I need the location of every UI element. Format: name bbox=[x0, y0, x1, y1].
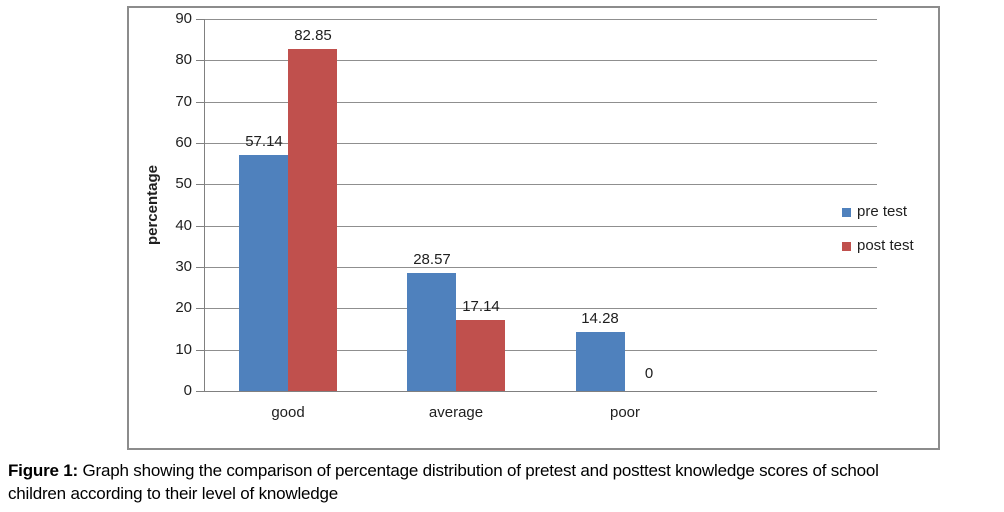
y-axis-tick bbox=[196, 226, 204, 227]
gridline bbox=[205, 184, 877, 185]
y-tick-label: 10 bbox=[175, 341, 192, 358]
y-tick-label: 80 bbox=[175, 51, 192, 68]
y-axis-title: percentage bbox=[144, 164, 161, 246]
figure-caption: Figure 1: Graph showing the comparison o… bbox=[8, 459, 1000, 505]
y-tick-label: 50 bbox=[175, 175, 192, 192]
bar-pre-test-average bbox=[407, 273, 456, 391]
legend-swatch-pre-test bbox=[842, 208, 851, 217]
gridline bbox=[205, 350, 877, 351]
data-label-pre-test-poor: 14.28 bbox=[581, 310, 619, 327]
x-category-label-average: average bbox=[428, 404, 484, 421]
legend-label-post-test: post test bbox=[857, 237, 914, 254]
data-label-post-test-good: 82.85 bbox=[294, 27, 332, 44]
y-axis-tick bbox=[196, 308, 204, 309]
gridline bbox=[205, 19, 877, 20]
gridline bbox=[205, 267, 877, 268]
x-category-label-good: good bbox=[271, 404, 305, 421]
caption-text: Figure 1: Graph showing the comparison o… bbox=[8, 459, 1000, 505]
y-axis-tick bbox=[196, 19, 204, 20]
gridline bbox=[205, 308, 877, 309]
x-category-label-poor: poor bbox=[609, 404, 641, 421]
y-axis-tick bbox=[196, 350, 204, 351]
y-tick-label: 40 bbox=[175, 217, 192, 234]
y-axis-tick bbox=[196, 267, 204, 268]
data-label-pre-test-good: 57.14 bbox=[245, 133, 283, 150]
y-axis-tick bbox=[196, 102, 204, 103]
legend-swatch-post-test bbox=[842, 242, 851, 251]
bar-pre-test-good bbox=[239, 155, 288, 391]
bar-pre-test-poor bbox=[576, 332, 625, 391]
y-tick-label: 70 bbox=[175, 93, 192, 110]
y-tick-label: 60 bbox=[175, 134, 192, 151]
y-tick-label: 30 bbox=[175, 258, 192, 275]
legend-label-pre-test: pre test bbox=[857, 203, 908, 220]
y-axis-tick bbox=[196, 60, 204, 61]
gridline bbox=[205, 143, 877, 144]
gridline bbox=[205, 102, 877, 103]
data-label-post-test-poor: 0 bbox=[644, 365, 654, 382]
y-tick-label: 20 bbox=[175, 299, 192, 316]
caption-line1: Graph showing the comparison of percenta… bbox=[82, 461, 879, 480]
y-axis-line bbox=[204, 19, 205, 392]
data-label-post-test-average: 17.14 bbox=[462, 298, 500, 315]
gridline bbox=[205, 60, 877, 61]
y-axis-tick bbox=[196, 143, 204, 144]
figure-number-label: Figure 1: bbox=[8, 461, 78, 480]
bar-post-test-average bbox=[456, 320, 505, 391]
bar-post-test-good bbox=[288, 49, 337, 391]
x-axis-line bbox=[204, 391, 877, 392]
y-axis-tick bbox=[196, 391, 204, 392]
gridline bbox=[205, 226, 877, 227]
data-label-pre-test-average: 28.57 bbox=[413, 251, 451, 268]
y-axis-tick bbox=[196, 184, 204, 185]
y-tick-label: 0 bbox=[183, 382, 192, 399]
caption-line2: children according to their level of kno… bbox=[8, 484, 339, 503]
y-tick-label: 90 bbox=[175, 10, 192, 27]
